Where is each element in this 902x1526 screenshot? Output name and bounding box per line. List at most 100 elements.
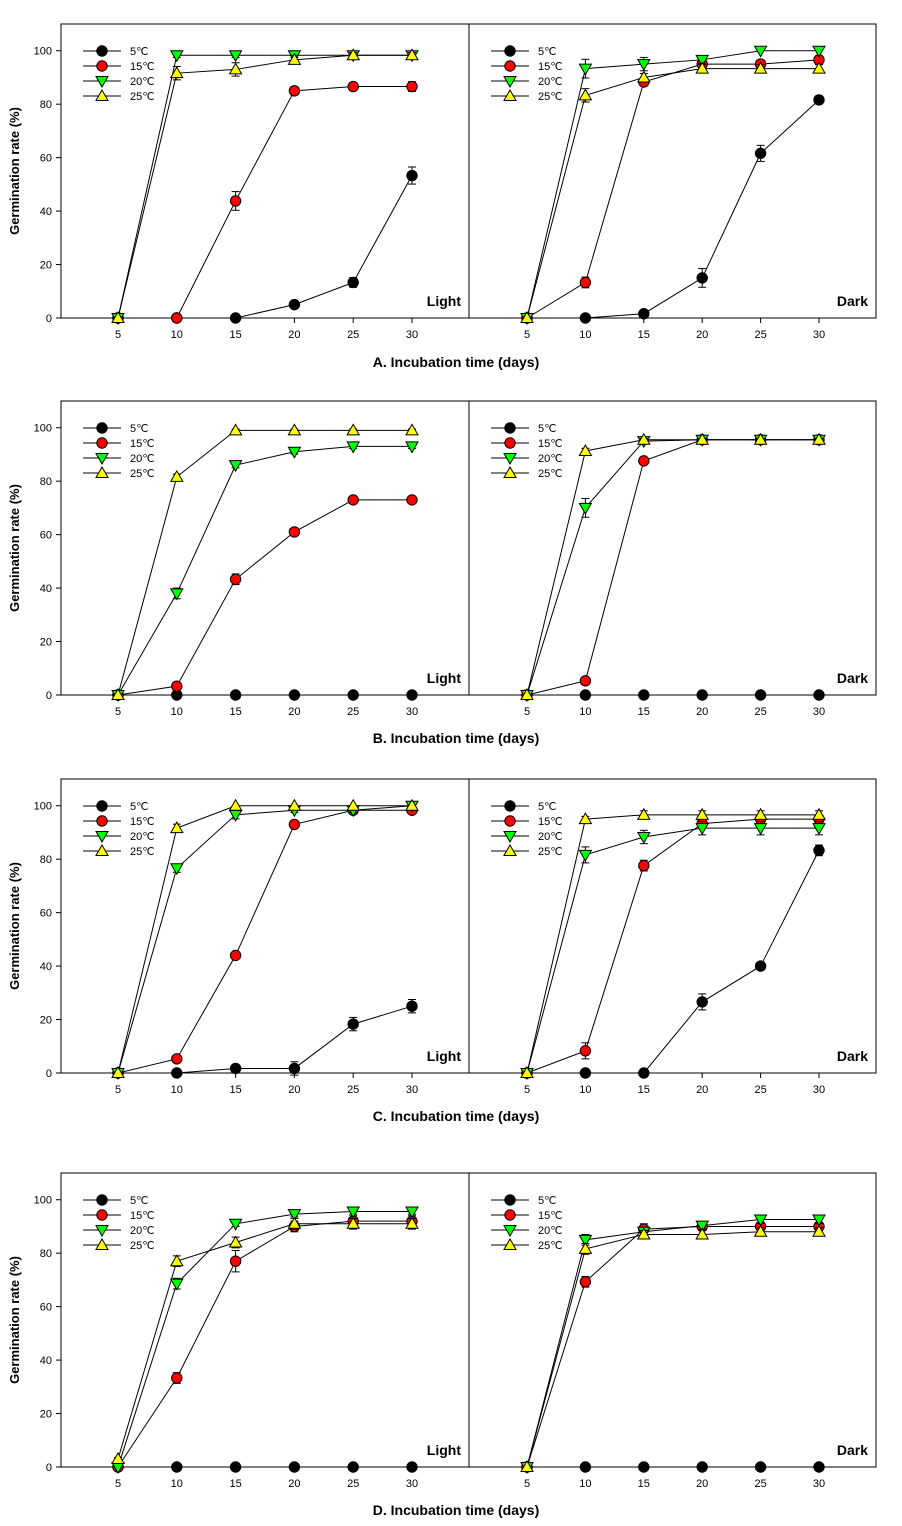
x-axis-label: C. Incubation time (days) [373,1108,539,1124]
data-point [405,441,419,454]
data-point [287,423,302,436]
x-tick-label: 20 [696,1478,708,1490]
data-point [406,1461,418,1473]
data-point [229,195,242,207]
data-point [229,573,242,585]
data-point [228,798,243,811]
y-axis-label: Germination rate (%) [7,862,22,990]
data-point [171,312,183,324]
data-point [812,1214,826,1227]
series-25c [111,423,419,700]
x-tick-label: 10 [579,1084,591,1096]
series-20c [520,820,826,1081]
x-tick-label: 15 [638,1478,650,1490]
series-5c [112,999,418,1079]
condition-label: Light [427,670,462,686]
data-point [754,960,767,972]
legend-label: 20℃ [538,76,563,88]
data-point [229,1062,242,1075]
x-tick-label: 30 [406,706,418,718]
series-line [526,1225,819,1468]
data-point [229,312,242,324]
legend-label: 15℃ [538,438,563,450]
legend-label: 5℃ [538,423,556,435]
series-line [527,850,820,1074]
data-point [638,1461,650,1473]
legend-label: 20℃ [130,76,155,88]
series-25c [520,432,826,700]
data-point [578,812,593,825]
panel-dark: 5 10 15 20 25 30 5℃ 15℃ 20℃ 25℃ Dark [491,800,868,1096]
data-point [229,1461,242,1473]
y-tick-label: 80 [40,99,52,111]
legend-marker [503,465,517,478]
series-20c [520,45,826,326]
legend-label: 15℃ [130,61,155,73]
x-tick-label: 5 [524,706,530,718]
x-tick-label: 30 [813,1084,825,1096]
x-tick-label: 15 [638,329,650,341]
series-line [117,805,413,1074]
condition-label: Light [427,1048,462,1064]
x-tick-label: 15 [229,1084,241,1096]
data-point [228,62,243,75]
legend-marker [503,88,517,101]
chart-c: 0 20 40 60 80 100 Germination rate (%) C. Incub… [7,778,877,1124]
x-tick-label: 30 [813,329,825,341]
y-tick-label: 0 [46,1068,52,1080]
x-tick-label: 15 [229,706,241,718]
data-point [346,1206,361,1219]
panel-dark: 5 10 15 20 25 30 5℃ 15℃ 20℃ 25℃ Dark [491,422,868,718]
legend-marker [96,815,108,827]
x-tick-label: 5 [115,1478,121,1490]
data-point [636,1227,651,1240]
series-15c [112,494,418,701]
x-tick-label: 15 [229,1478,241,1490]
x-tick-label: 10 [171,1478,183,1490]
series-20c [520,1214,826,1475]
data-point [695,823,710,836]
legend-label: 20℃ [538,453,563,465]
y-axis-label: Germination rate (%) [7,484,22,612]
condition-label: Light [427,1442,462,1458]
y-tick-label: 80 [40,854,52,866]
x-tick-label: 30 [813,1478,825,1490]
data-point [812,432,826,445]
data-point [520,687,534,700]
data-point [579,675,592,687]
legend-marker [95,76,109,89]
x-axis-label: B. Incubation time (days) [373,730,539,746]
legend-marker [503,1225,517,1238]
x-tick-label: 20 [288,1478,300,1490]
data-point [346,48,361,61]
series-line [526,1219,819,1468]
data-point [347,276,359,289]
series-15c [112,80,418,324]
panel-light: 5 10 15 20 25 30 5℃ 15℃ 20℃ 25℃ Light [83,798,462,1096]
legend-marker [504,815,516,827]
data-point [696,689,708,701]
x-tick-label: 25 [754,1084,766,1096]
legend-marker [504,800,516,812]
legend-label: 25℃ [538,1240,563,1252]
legend-label: 25℃ [538,846,563,858]
y-tick-label: 100 [34,801,52,813]
series-line [117,1220,412,1468]
data-point [169,469,184,482]
y-tick-label: 20 [40,1409,52,1421]
series-25c [520,61,826,323]
condition-label: Dark [837,1048,868,1064]
data-point [169,821,184,834]
data-point [696,996,708,1008]
legend-marker [504,437,516,449]
data-point [405,798,419,811]
data-point [579,689,592,701]
data-point [405,1206,419,1219]
chart-d: 0 20 40 60 80 100 Germination rate (%) D. Incub… [7,1172,877,1518]
series-line [117,54,412,319]
data-point [405,1216,419,1229]
x-tick-label: 5 [524,1478,530,1490]
series-line [117,445,412,696]
data-point [813,689,825,701]
data-point [229,1255,242,1267]
